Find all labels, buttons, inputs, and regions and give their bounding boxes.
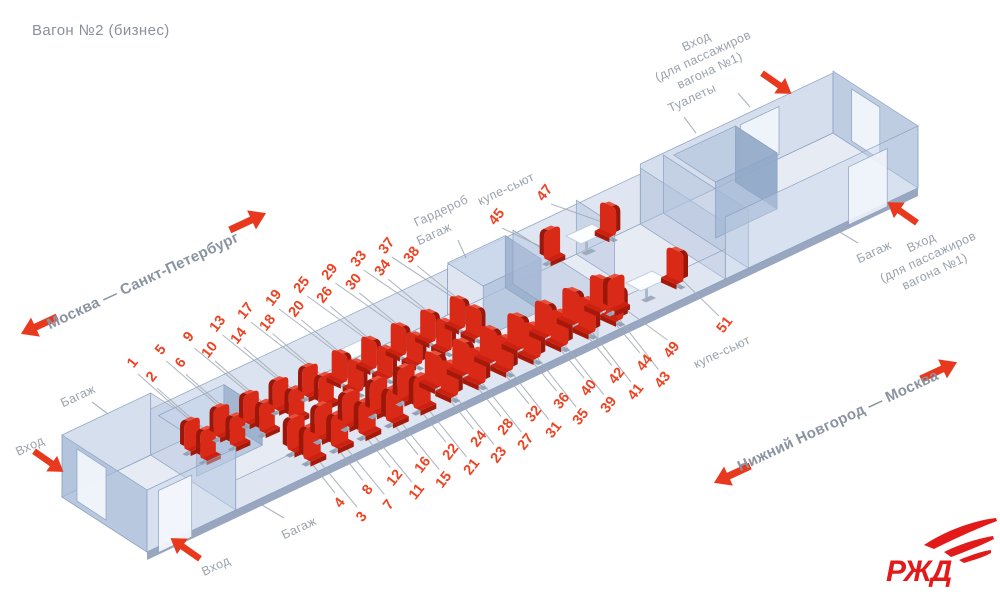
seat-leader [391,256,458,301]
wardrobe-leader [457,239,467,259]
seat-leader [306,295,370,342]
seat-leader [529,348,577,408]
route-left-arrow-down-icon [16,307,62,344]
car-front-faces [61,125,919,554]
seat-leader [676,274,720,317]
left-front-door [158,474,193,554]
seat-leader [447,386,495,445]
rzd-logo: РЖД [886,518,997,588]
baggage-right-leader [837,230,859,244]
toilet-module [672,125,778,239]
seat-leader [474,373,522,433]
seat-leader [363,269,429,315]
leader-lines [91,92,859,519]
seat-leader [612,309,659,370]
seat-leader [194,347,252,396]
car-floor-edge [147,188,918,560]
rzd-logo-wing-icon [924,518,997,549]
seat-leader [557,335,605,395]
baggage-left-leader [91,401,109,415]
seat-leader [584,322,632,383]
seat-leader [137,373,193,423]
seat-leader [165,360,222,409]
toilets-leader-1 [683,116,697,134]
route-left-arrow-up-icon [225,203,271,240]
route-right-arrow-down-icon [709,456,755,493]
left-end-door [76,448,107,521]
seat-leader [550,203,603,223]
seat-leader [335,282,399,328]
seat-leader [278,308,340,355]
seat-leader [222,334,281,382]
seat-leader [250,321,311,369]
rzd-logo-text: РЖД [886,555,952,588]
route-right-arrow-up-icon [916,352,962,389]
baggage-bottom-leader [261,504,285,519]
rzd-logo-wing-icon [944,536,994,557]
toilets-leader-2 [737,92,751,108]
seat-leader [502,360,550,420]
rzd-logo-wing-icon [959,550,991,563]
right-front-door [848,148,888,226]
